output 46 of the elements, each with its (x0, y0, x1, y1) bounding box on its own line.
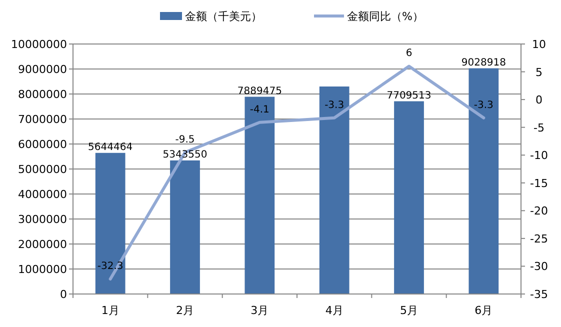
bar (319, 86, 350, 294)
y-tick-label: 3000000 (18, 213, 67, 226)
y2-tick-label: -15 (530, 176, 548, 190)
data-label: -4.1 (250, 104, 270, 116)
bar (170, 160, 200, 294)
data-label: -32.3 (97, 261, 124, 272)
y-tick-label: 8000000 (18, 88, 67, 101)
data-label: -9.5 (175, 134, 195, 146)
x-tick-label: 3月 (250, 304, 269, 317)
bar (468, 68, 499, 294)
legend-label: 金额（千美元） (185, 10, 262, 23)
data-label: 7709513 (386, 90, 432, 102)
bar (95, 152, 126, 294)
x-tick-label: 1月 (101, 304, 120, 317)
y-tick-label: 6000000 (18, 138, 67, 151)
data-label: 5343550 (162, 149, 208, 160)
y-tick-label: 2000000 (18, 238, 67, 251)
legend-label: 金额同比（%） (347, 10, 424, 23)
y2-tick-label: -30 (530, 260, 548, 274)
y-tick-label: 0 (60, 288, 67, 301)
data-label: -3.3 (324, 100, 344, 111)
y2-tick-label: 10 (532, 38, 546, 51)
y-tick-label: 4000000 (18, 188, 67, 201)
x-tick-label: 4月 (325, 304, 344, 317)
x-tick-label: 2月 (176, 304, 194, 317)
y2-tick-label: -35 (530, 288, 548, 301)
y-tick-label: 9000000 (18, 63, 67, 76)
data-label: 5644464 (88, 142, 133, 153)
bar (244, 96, 275, 294)
x-tick-label: 5月 (400, 304, 418, 317)
y2-tick-label: -5 (534, 121, 544, 134)
y-tick-label: 5000000 (18, 163, 67, 176)
y-tick-label: 7000000 (18, 113, 67, 126)
data-label: 7889475 (237, 86, 282, 97)
y2-tick-label: -20 (530, 204, 548, 218)
y2-tick-label: 5 (536, 66, 542, 79)
y2-tick-label: -25 (530, 232, 548, 246)
y-tick-label: 10000000 (11, 38, 67, 51)
bar (394, 101, 424, 294)
y-tick-label: 1000000 (18, 263, 67, 276)
data-label: -3.3 (474, 100, 494, 111)
x-tick-label: 6月 (474, 304, 493, 317)
data-label: 9028918 (461, 57, 506, 68)
data-label: 6 (406, 48, 412, 60)
y2-tick-label: 0 (536, 94, 542, 107)
y2-tick-label: -10 (530, 149, 548, 162)
